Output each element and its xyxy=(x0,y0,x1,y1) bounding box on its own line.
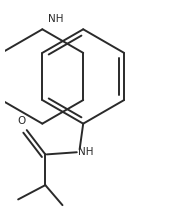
Text: NH: NH xyxy=(48,14,64,24)
Text: NH: NH xyxy=(78,147,94,157)
Text: O: O xyxy=(17,116,25,126)
